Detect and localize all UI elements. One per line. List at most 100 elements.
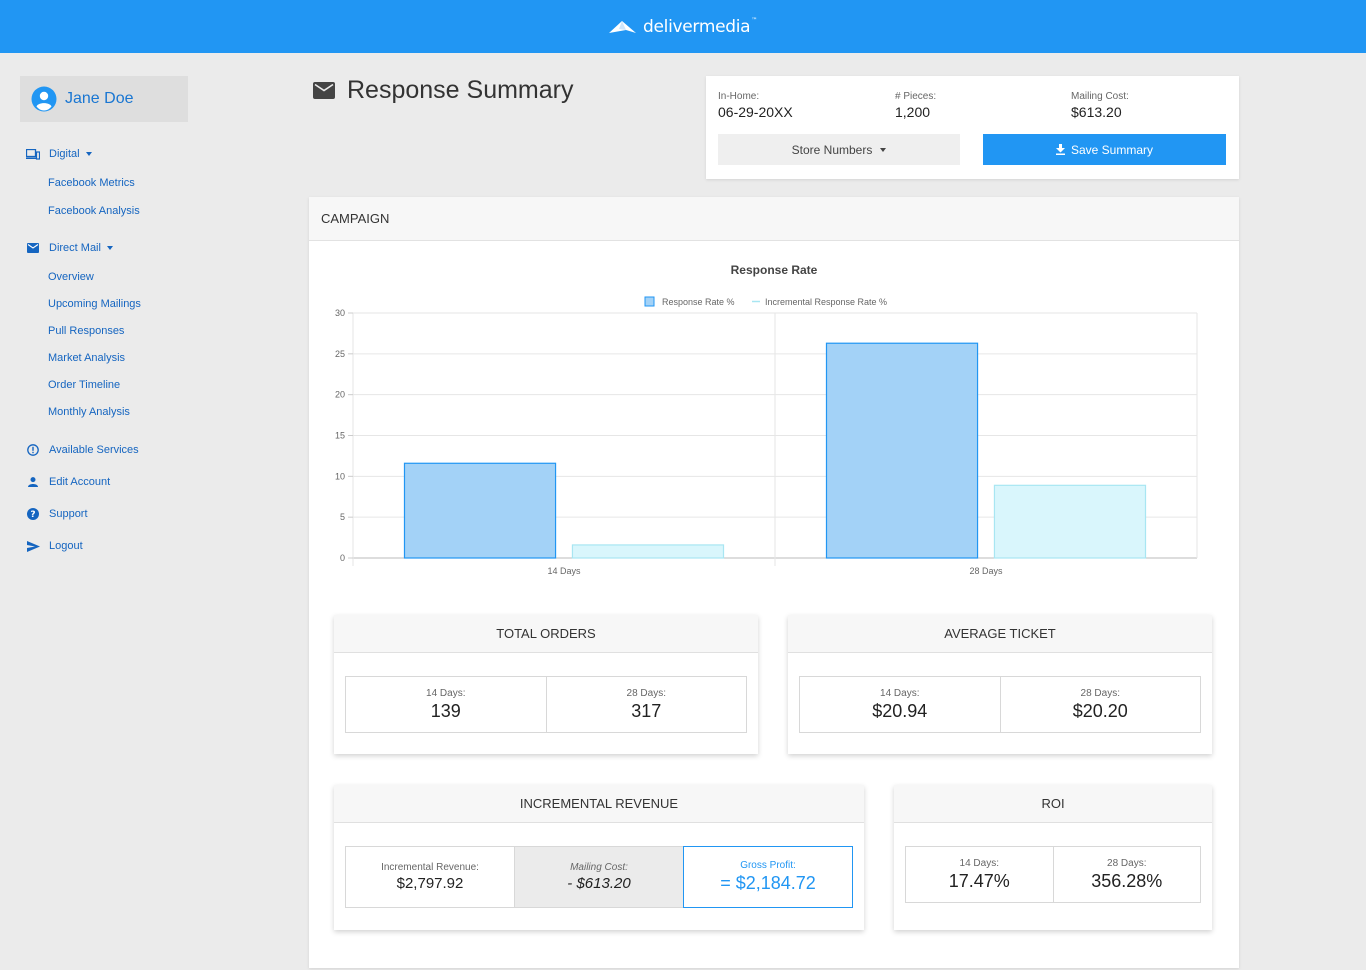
roi-28-days: 28 Days: 356.28% bbox=[1054, 847, 1201, 902]
chart-bars bbox=[403, 342, 1147, 559]
roi-14-days-label: 14 Days: bbox=[959, 857, 999, 869]
total-orders-28-days-value: 317 bbox=[631, 700, 662, 721]
average-ticket-28-days-label: 28 Days: bbox=[1080, 687, 1120, 699]
y-tick-label: 15 bbox=[335, 431, 345, 441]
sidebar-item-facebook-analysis[interactable]: Facebook Analysis bbox=[48, 205, 140, 217]
sidebar-item-edit-account-label: Edit Account bbox=[49, 476, 111, 488]
x-axis-ticks: 14 Days 28 Days bbox=[547, 566, 1003, 576]
sidebar-item-upcoming-mailings[interactable]: Upcoming Mailings bbox=[48, 298, 141, 310]
total-orders-28-days-label: 28 Days: bbox=[626, 687, 666, 699]
total-orders-title: TOTAL ORDERS bbox=[334, 615, 758, 653]
sidebar-item-pull-responses[interactable]: Pull Responses bbox=[48, 325, 125, 337]
brand-name: delivermedia bbox=[643, 16, 751, 37]
save-summary-button[interactable]: Save Summary bbox=[983, 134, 1226, 165]
incremental-revenue-values: Incremental Revenue: $2,797.92 Mailing C… bbox=[345, 846, 853, 908]
campaign-panel: CAMPAIGN Response Rate Response Rate % I… bbox=[309, 197, 1239, 968]
in-home-value: 06-29-20XX bbox=[718, 104, 793, 120]
incremental-mailing-cost-label: Mailing Cost: bbox=[570, 862, 628, 873]
in-home-field: In-Home: 06-29-20XX bbox=[718, 91, 793, 120]
y-tick-label: 0 bbox=[340, 553, 345, 563]
sidebar-item-monthly-analysis[interactable]: Monthly Analysis bbox=[48, 406, 130, 418]
brand-logo[interactable]: delivermedia ™ bbox=[609, 17, 757, 37]
sidebar-item-available-services-label: Available Services bbox=[49, 444, 139, 456]
average-ticket-14-days: 14 Days: $20.94 bbox=[800, 677, 1001, 732]
sidebar-item-support[interactable]: ? Support bbox=[20, 504, 220, 524]
mailing-cost-label: Mailing Cost: bbox=[1071, 91, 1129, 102]
roi-card: ROI 14 Days: 17.47% 28 Days: 356.28% bbox=[894, 785, 1212, 930]
mailing-cost-value: $613.20 bbox=[1071, 104, 1122, 120]
sidebar-item-order-timeline[interactable]: Order Timeline bbox=[48, 379, 121, 391]
pieces-value: 1,200 bbox=[895, 104, 931, 120]
page-title: Response Summary bbox=[347, 76, 574, 104]
incremental-mailing-cost-value: - $613.20 bbox=[567, 875, 631, 892]
top-bar: delivermedia ™ bbox=[0, 0, 1366, 53]
envelope-icon bbox=[313, 82, 335, 99]
average-ticket-values: 14 Days: $20.94 28 Days: $20.20 bbox=[799, 676, 1201, 733]
average-ticket-28-days-value: $20.20 bbox=[1072, 700, 1128, 721]
sidebar-item-facebook-metrics[interactable]: Facebook Metrics bbox=[48, 177, 135, 189]
campaign-title: CAMPAIGN bbox=[321, 211, 390, 226]
gross-profit: Gross Profit: = $2,184.72 bbox=[683, 846, 853, 908]
user-avatar-icon bbox=[31, 86, 57, 112]
gross-profit-value: = $2,184.72 bbox=[720, 873, 816, 893]
incremental-revenue-value: $2,797.92 bbox=[396, 875, 464, 892]
y-tick-label: 20 bbox=[335, 390, 345, 400]
incremental-revenue-label: Incremental Revenue: bbox=[381, 862, 479, 873]
sidebar-item-digital-label: Digital bbox=[49, 148, 80, 160]
user-card[interactable]: Jane Doe bbox=[20, 76, 188, 122]
roi-28-days-label: 28 Days: bbox=[1107, 857, 1147, 869]
sidebar-item-digital[interactable]: Digital bbox=[20, 144, 220, 164]
sidebar-item-direct-mail[interactable]: Direct Mail bbox=[20, 238, 220, 258]
average-ticket-title: AVERAGE TICKET bbox=[788, 615, 1212, 653]
roi-14-days-value: 17.47% bbox=[948, 870, 1010, 891]
store-numbers-label: Store Numbers bbox=[791, 142, 873, 157]
sidebar-item-support-label: Support bbox=[49, 508, 88, 520]
y-tick-label: 25 bbox=[335, 349, 345, 359]
sidebar-item-logout[interactable]: Logout bbox=[20, 536, 220, 556]
sidebar-item-market-analysis[interactable]: Market Analysis bbox=[48, 352, 126, 364]
chart-title: Response Rate bbox=[731, 263, 818, 277]
chart-legend: Response Rate % Incremental Response Rat… bbox=[644, 296, 887, 307]
average-ticket-28-days: 28 Days: $20.20 bbox=[1001, 677, 1201, 732]
page-header: Response Summary bbox=[313, 76, 573, 105]
incremental-revenue-card: INCREMENTAL REVENUE Incremental Revenue:… bbox=[334, 785, 864, 930]
total-orders-28-days: 28 Days: 317 bbox=[547, 677, 747, 732]
chevron-down-icon bbox=[106, 246, 113, 250]
sidebar-item-available-services[interactable]: Available Services bbox=[20, 440, 220, 460]
y-tick-label: 30 bbox=[335, 308, 345, 318]
in-home-label: In-Home: bbox=[718, 91, 760, 102]
sidebar-item-logout-label: Logout bbox=[49, 540, 83, 552]
bar-response-rate[interactable] bbox=[403, 462, 557, 559]
x-tick-label: 14 Days bbox=[547, 566, 581, 576]
incremental-revenue-amount: Incremental Revenue: $2,797.92 bbox=[346, 847, 515, 907]
bar-response-rate[interactable] bbox=[825, 342, 979, 559]
sidebar-item-edit-account[interactable]: Edit Account bbox=[20, 472, 220, 492]
total-orders-14-days: 14 Days: 139 bbox=[346, 677, 547, 732]
store-numbers-dropdown[interactable]: Store Numbers bbox=[718, 134, 960, 165]
sidebar-item-overview[interactable]: Overview bbox=[48, 271, 94, 283]
pieces-label: # Pieces: bbox=[895, 91, 937, 102]
info-icon bbox=[25, 444, 41, 456]
bar-incremental-response-rate[interactable] bbox=[993, 484, 1147, 559]
sidebar: Jane Doe Digital Facebook Metrics Facebo… bbox=[20, 76, 220, 556]
sidebar-item-direct-mail-label: Direct Mail bbox=[49, 242, 101, 254]
total-orders-14-days-label: 14 Days: bbox=[426, 687, 466, 699]
y-tick-label: 10 bbox=[335, 471, 345, 481]
roi-28-days-value: 356.28% bbox=[1091, 870, 1163, 891]
pieces-field: # Pieces: 1,200 bbox=[895, 91, 936, 120]
roi-values: 14 Days: 17.47% 28 Days: 356.28% bbox=[905, 846, 1201, 903]
incremental-revenue-title: INCREMENTAL REVENUE bbox=[334, 785, 864, 823]
campaign-header: CAMPAIGN bbox=[309, 197, 1239, 241]
brand-trademark: ™ bbox=[751, 17, 757, 24]
x-tick-label: 28 Days bbox=[969, 566, 1003, 576]
legend-label-response-rate: Response Rate % bbox=[662, 297, 735, 307]
average-ticket-card: AVERAGE TICKET 14 Days: $20.94 28 Days: … bbox=[788, 615, 1212, 754]
incremental-revenue-mailing-cost: Mailing Cost: - $613.20 bbox=[515, 847, 684, 907]
legend-swatch-response-rate bbox=[644, 296, 655, 307]
devices-icon bbox=[25, 148, 41, 160]
chevron-down-icon bbox=[880, 147, 887, 152]
bar-incremental-response-rate[interactable] bbox=[571, 544, 725, 559]
person-icon bbox=[25, 477, 41, 487]
legend-label-incremental: Incremental Response Rate % bbox=[765, 297, 887, 307]
total-orders-values: 14 Days: 139 28 Days: 317 bbox=[345, 676, 747, 733]
